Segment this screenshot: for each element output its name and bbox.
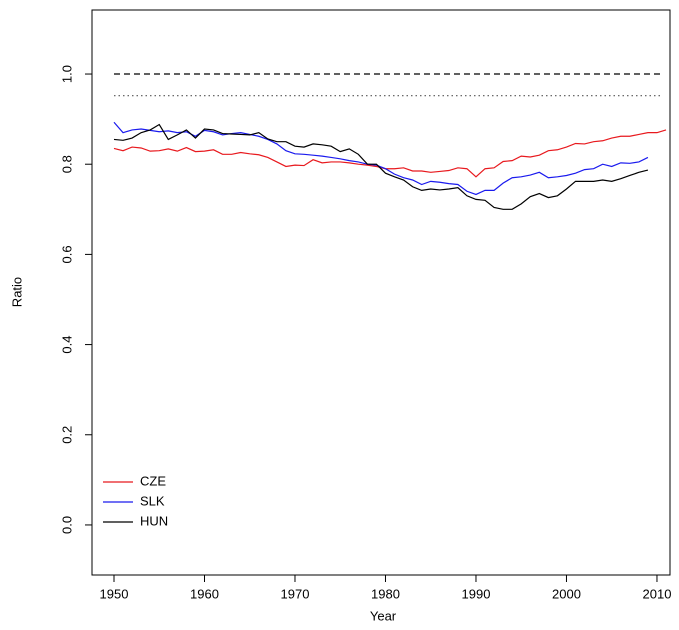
- legend-label: HUN: [140, 513, 168, 528]
- y-tick-label: 0.6: [59, 245, 74, 263]
- x-tick-label: 1950: [100, 586, 129, 601]
- legend-label: SLK: [140, 493, 165, 508]
- y-tick-label: 0.0: [59, 516, 74, 534]
- x-tick-label: 2000: [552, 586, 581, 601]
- x-tick-label: 1970: [281, 586, 310, 601]
- x-tick-label: 1980: [371, 586, 400, 601]
- plot-frame: [91, 9, 671, 576]
- y-tick-label: 0.8: [59, 155, 74, 173]
- x-tick-label: 1990: [462, 586, 491, 601]
- y-axis-label: Ratio: [9, 277, 24, 307]
- x-axis-label: Year: [370, 608, 397, 623]
- x-tick-label: 2010: [643, 586, 672, 601]
- series-line: [113, 123, 649, 210]
- series-line: [113, 129, 667, 178]
- series-line: [113, 121, 649, 196]
- y-tick-label: 1.0: [59, 65, 74, 83]
- y-tick-label: 0.4: [59, 336, 74, 354]
- y-tick-label: 0.2: [59, 426, 74, 444]
- legend-label: CZE: [140, 473, 166, 488]
- x-tick-label: 1960: [190, 586, 219, 601]
